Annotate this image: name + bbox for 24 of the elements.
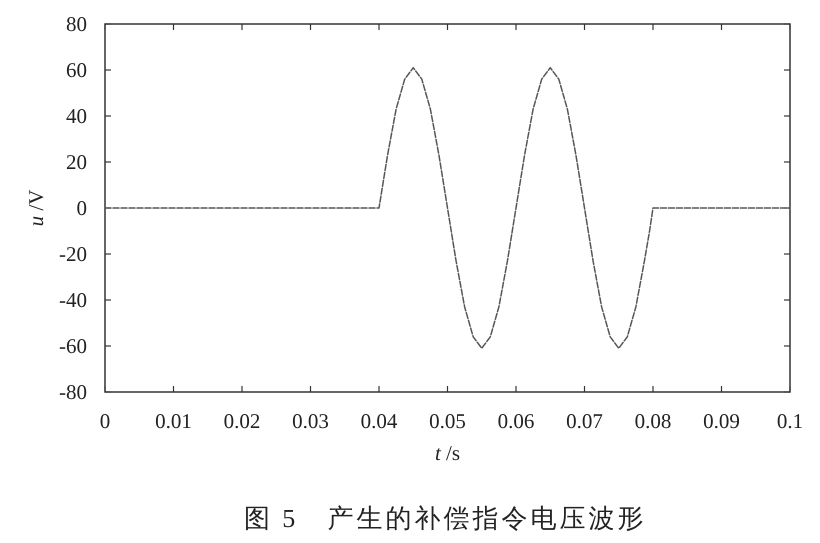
x-tick-label: 0.06 <box>498 409 534 433</box>
caption: 图 5 产生的补偿指令电压波形 <box>244 504 646 533</box>
x-tick-label: 0 <box>100 409 110 433</box>
y-tick-label: 20 <box>66 150 87 174</box>
x-axis-title: t /s <box>434 441 460 465</box>
x-tick-label: 0.1 <box>776 409 804 433</box>
x-tick-label: 0.02 <box>224 409 260 433</box>
y-tick-label: 80 <box>66 12 87 36</box>
y-tick-label: -20 <box>59 242 87 266</box>
x-tick-label: 0.09 <box>703 409 740 433</box>
line-series <box>104 66 791 350</box>
x-tick-label: 0.07 <box>566 409 603 433</box>
y-tick-label: -60 <box>59 334 87 358</box>
y-tick-label: 0 <box>76 196 87 220</box>
y-tick-label: -80 <box>59 380 87 404</box>
y-tick-label: 60 <box>66 58 87 82</box>
y-tick-label: 40 <box>66 104 87 128</box>
x-tick-label: 0.01 <box>155 409 192 433</box>
x-tick-label: 0.05 <box>429 409 466 433</box>
x-tick-label: 0.04 <box>360 409 398 433</box>
y-axis-title: u /V <box>24 190 48 226</box>
y-tick-label: -40 <box>59 288 87 312</box>
x-tick-label: 0.08 <box>634 409 672 433</box>
x-tick-label: 0.03 <box>292 409 329 433</box>
